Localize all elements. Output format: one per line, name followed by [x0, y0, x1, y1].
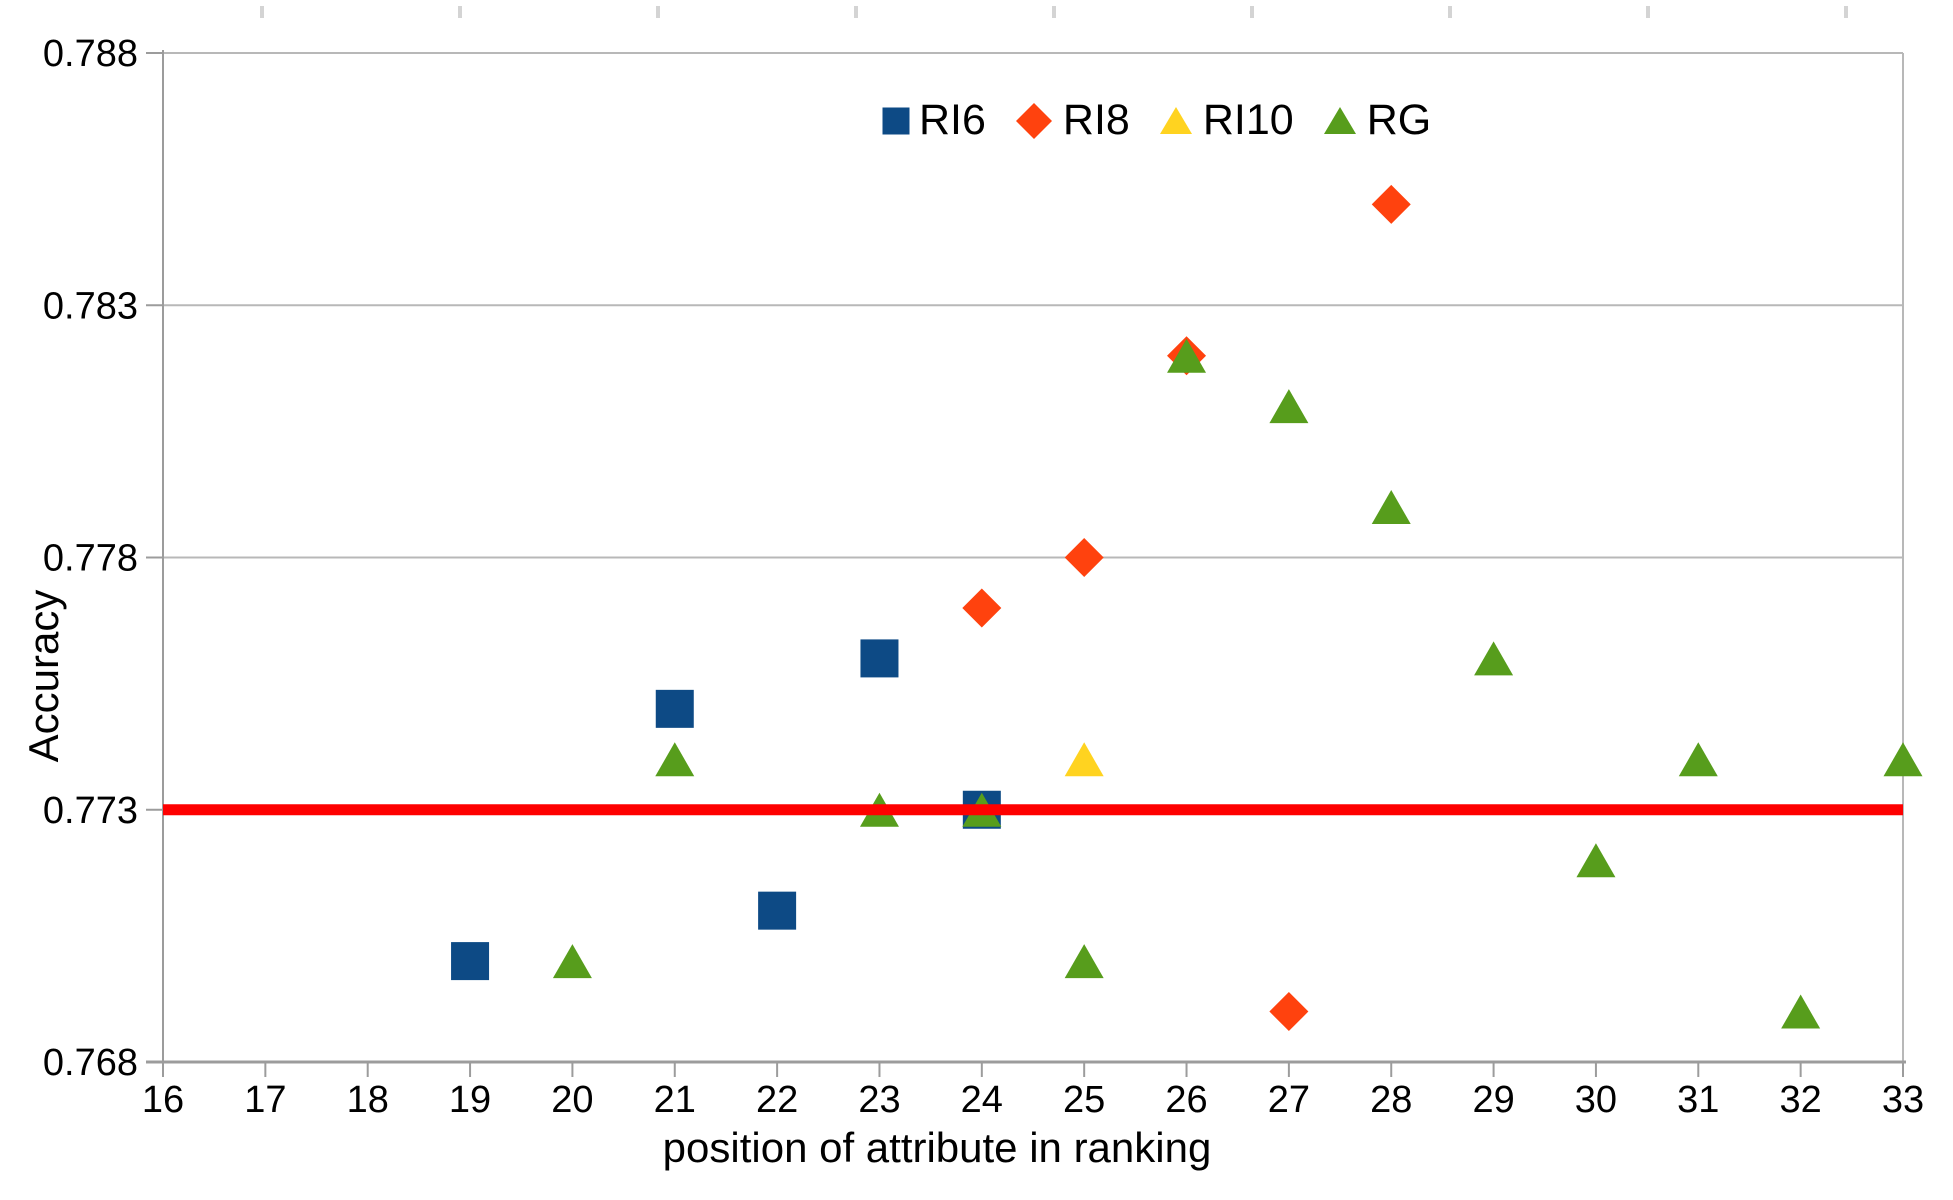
marker-RG-x20 [552, 944, 592, 979]
marker-RG-x29 [1474, 641, 1514, 676]
diamond-marker-icon [1015, 102, 1052, 139]
top-minor-tick [1250, 6, 1254, 18]
marker-RI8-x27 [1269, 992, 1309, 1032]
legend-label-ri10: RI10 [1202, 96, 1294, 144]
x-tick-label-30: 30 [1575, 1079, 1617, 1121]
y-tick-label-0.783: 0.783 [43, 285, 138, 327]
marker-RG-x32 [1781, 994, 1821, 1029]
x-tick-label-26: 26 [1165, 1079, 1207, 1121]
square-marker-icon [882, 107, 910, 134]
x-tick-label-25: 25 [1063, 1079, 1105, 1121]
top-minor-tick [1844, 6, 1848, 18]
x-tick-label-20: 20 [551, 1079, 593, 1121]
x-tick-label-18: 18 [347, 1079, 389, 1121]
y-tick-label-0.778: 0.778 [43, 538, 138, 580]
triangle-marker-icon [1323, 107, 1356, 134]
y-tick-label-0.768: 0.768 [43, 1042, 138, 1084]
marker-RG-x31 [1678, 742, 1718, 777]
marker-RG-x21 [655, 742, 695, 777]
legend-item-ri10: RI10 [1158, 96, 1294, 145]
top-minor-tick [854, 6, 858, 18]
legend-diamond-ri8 [1015, 102, 1052, 139]
legend-triangle-ri10 [1159, 107, 1192, 134]
x-tick-label-28: 28 [1370, 1079, 1412, 1121]
x-tick-label-29: 29 [1472, 1079, 1514, 1121]
top-minor-tick [458, 6, 462, 18]
marker-RI8-x25 [1064, 538, 1104, 577]
legend-label-ri8: RI8 [1062, 96, 1130, 144]
top-minor-tick [656, 6, 660, 18]
marker-RG-x30 [1576, 843, 1616, 878]
marker-RI8-x24 [962, 588, 1002, 628]
x-tick-label-27: 27 [1268, 1079, 1310, 1121]
y-tick-label-0.773: 0.773 [43, 790, 138, 832]
x-tick-label-17: 17 [244, 1079, 286, 1121]
legend-item-rg: RG [1322, 96, 1432, 145]
gridlines [163, 52, 1903, 811]
marker-RI6-x21 [655, 689, 694, 728]
x-tick-label-31: 31 [1677, 1079, 1719, 1121]
reference-line [163, 804, 1903, 816]
x-tick-label-32: 32 [1780, 1079, 1822, 1121]
top-minor-tick [1646, 6, 1650, 18]
marker-RI8-x28 [1371, 184, 1411, 224]
x-tick-label-22: 22 [756, 1079, 798, 1121]
triangle-marker-icon [1159, 107, 1192, 134]
axes [146, 50, 1906, 1075]
top-minor-tick [1052, 6, 1056, 18]
marker-RI6-x22 [758, 891, 797, 930]
legend-item-ri8: RI8 [1014, 96, 1130, 145]
marker-RG-x33 [1883, 742, 1923, 777]
y-axis-title: Accuracy [20, 589, 67, 763]
marker-RG-x26 [1167, 338, 1207, 373]
tick-labels: 16 17 18 19 20 21 22 23 24 25 26 27 28 29 30 31 32 33 0.78… [43, 33, 1924, 1121]
top-minor-tick [260, 6, 264, 18]
marker-RG-x25 [1064, 944, 1104, 979]
legend-label-ri6: RI6 [919, 96, 986, 144]
marker-RG-x27 [1269, 389, 1309, 424]
x-tick-label-23: 23 [858, 1079, 900, 1121]
x-axis-title: position of attribute in ranking [662, 1124, 1212, 1171]
y-tick-label-0.788: 0.788 [43, 33, 138, 75]
legend: RI6 RI8 RI10 RG [882, 96, 1431, 145]
legend-square-ri6 [882, 107, 910, 134]
marker-RI10-x25 [1064, 742, 1104, 777]
legend-label-rg: RG [1366, 96, 1432, 144]
reference-line-0.773 [163, 804, 1903, 816]
x-tick-label-19: 19 [449, 1079, 491, 1121]
top-minor-tick [1448, 6, 1452, 18]
legend-triangle-rg [1323, 107, 1356, 134]
tick-marks [146, 6, 1904, 1077]
x-tick-label-21: 21 [654, 1079, 696, 1121]
x-tick-label-24: 24 [961, 1079, 1003, 1121]
marker-RI6-x19 [451, 942, 490, 981]
x-tick-label-16: 16 [142, 1079, 184, 1121]
x-tick-label-33: 33 [1882, 1079, 1924, 1121]
marker-RG-x28 [1371, 490, 1411, 525]
marker-RI6-x23 [860, 639, 899, 678]
legend-item-ri6: RI6 [882, 96, 986, 145]
data-markers [451, 184, 1923, 1032]
